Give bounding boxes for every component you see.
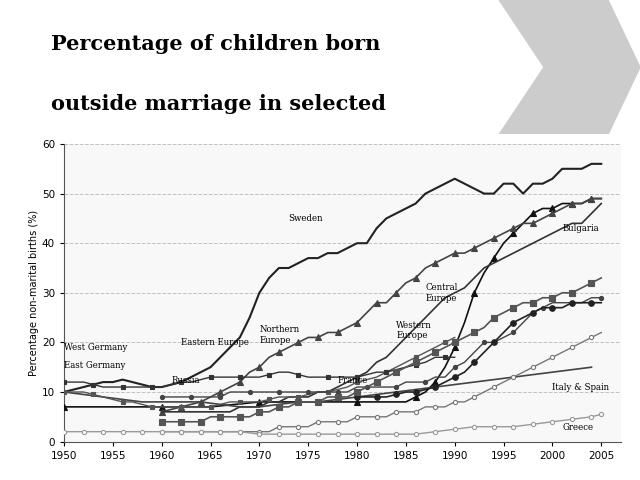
Text: Russia: Russia (172, 375, 200, 384)
Text: Western
Europe: Western Europe (396, 321, 432, 340)
Text: Greece: Greece (562, 423, 593, 432)
Text: West Germany: West Germany (64, 343, 127, 352)
Text: Sweden: Sweden (289, 215, 323, 223)
Text: East Germany: East Germany (64, 360, 125, 370)
Text: outside marriage in selected: outside marriage in selected (51, 94, 386, 114)
Text: France: France (337, 375, 368, 384)
Text: Northern
Europe: Northern Europe (259, 325, 300, 345)
Y-axis label: Percentage non-marital births (%): Percentage non-marital births (%) (29, 210, 39, 376)
Text: Italy & Spain: Italy & Spain (552, 383, 609, 392)
Polygon shape (499, 0, 640, 134)
Text: Bulgaria: Bulgaria (562, 224, 599, 233)
Text: Central
Europe: Central Europe (426, 283, 458, 303)
Text: Eastern Europe: Eastern Europe (181, 338, 249, 348)
Text: Percentage of children born: Percentage of children born (51, 34, 381, 54)
